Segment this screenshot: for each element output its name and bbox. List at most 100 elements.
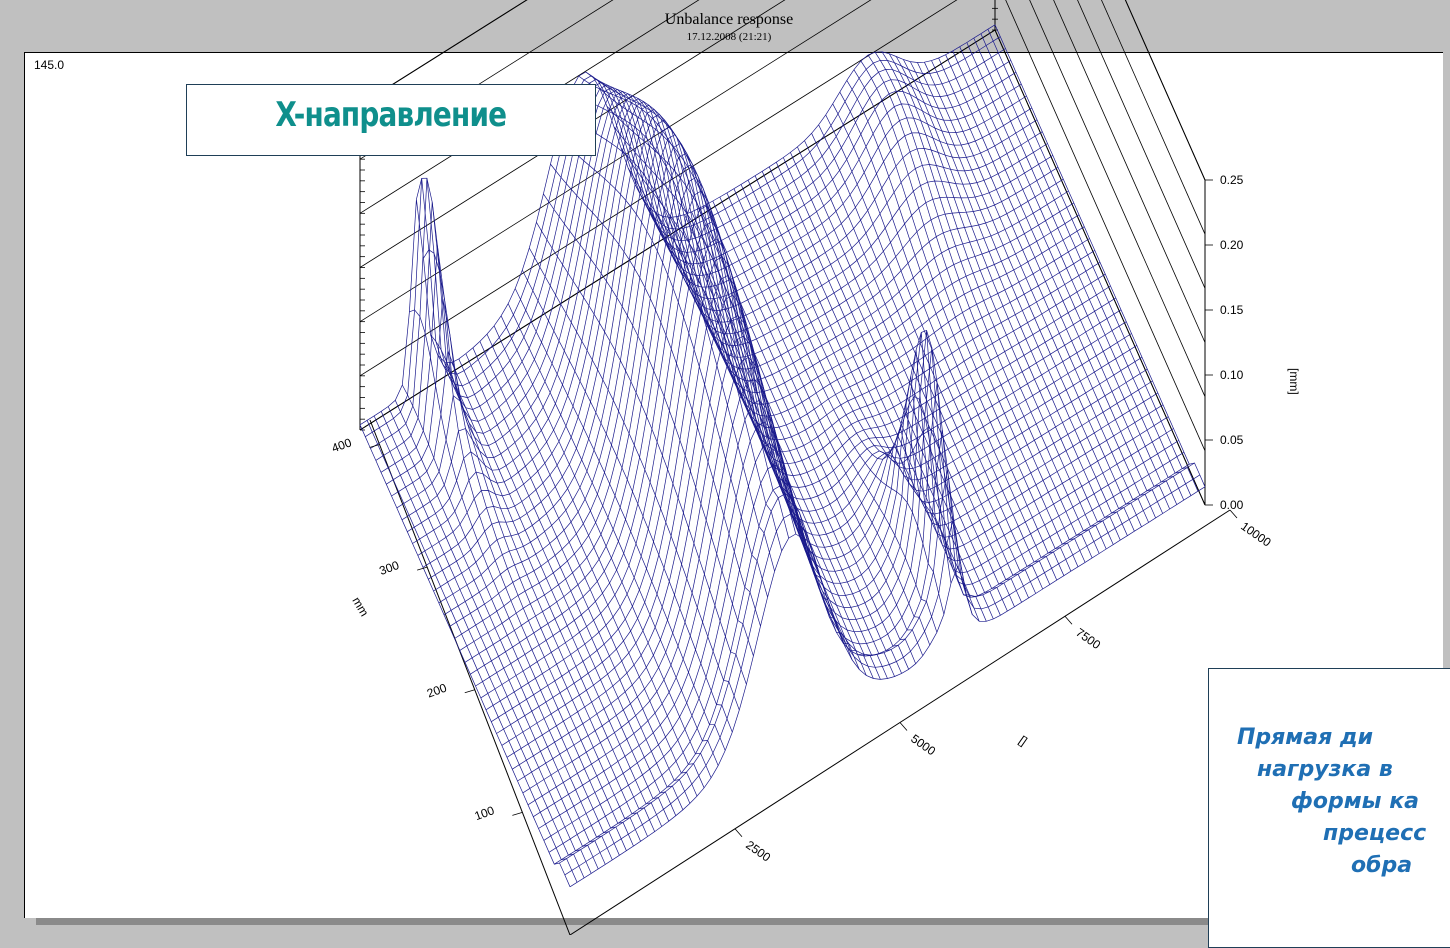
mesh-line-x — [444, 361, 656, 832]
wall-gridline — [994, 29, 1206, 506]
mesh-line-x — [698, 208, 910, 670]
mesh-line-x — [677, 216, 888, 679]
mesh-line-x — [528, 247, 740, 711]
mesh-line-x — [747, 179, 959, 566]
mesh-line-x — [437, 354, 648, 837]
mesh-line-x — [543, 193, 754, 657]
mesh-line-x — [775, 162, 987, 622]
mesh-line-x — [380, 411, 592, 874]
mesh-line-x — [846, 80, 1058, 581]
mesh-line-x — [451, 362, 663, 827]
corner-value: 145.0 — [34, 58, 65, 72]
mesh-line-x — [832, 103, 1044, 590]
mesh-line-x — [620, 147, 832, 611]
mesh-line-x — [401, 384, 613, 861]
depth-tick-label: 400 — [330, 435, 354, 455]
mesh-line-x — [416, 177, 627, 851]
mesh-line-x — [409, 309, 620, 856]
mesh-line-x — [909, 61, 1121, 541]
mesh-line-x — [500, 315, 712, 778]
mesh-line-x — [536, 222, 747, 685]
mesh-line-x — [790, 152, 1001, 616]
z-tick-label: 0.15 — [1220, 303, 1244, 317]
mesh-line-x — [754, 175, 966, 591]
mesh-line-x — [761, 171, 973, 615]
mesh-line-x — [938, 57, 1149, 523]
mesh-line-x — [782, 157, 994, 620]
mesh-line-x — [811, 133, 1022, 603]
wall-gridline — [359, 0, 958, 377]
z-tick-label: 0.10 — [1220, 368, 1244, 382]
mesh-line-x — [430, 334, 641, 842]
depth-tick-label: 100 — [473, 803, 497, 823]
x-tick-label: 10000 — [1238, 519, 1274, 550]
mesh-line-x — [479, 341, 691, 804]
mesh-line-x — [966, 42, 1178, 505]
x-axis-label: [] — [1016, 733, 1029, 748]
note-line-1: Прямая ди — [1237, 725, 1374, 750]
mesh-line-x — [867, 54, 1079, 567]
mesh-line-x — [627, 167, 839, 631]
x-tick-label: 5000 — [908, 731, 938, 758]
mesh-line-x — [705, 204, 917, 664]
mesh-line-x — [592, 76, 804, 539]
mesh-line-x — [670, 217, 881, 680]
mesh-line-x — [564, 108, 775, 572]
wall-gridline — [1005, 0, 1206, 451]
note-line-5: обра — [1351, 853, 1413, 878]
mesh-line-x — [917, 62, 1128, 536]
mesh-line-x — [994, 24, 1206, 487]
mesh-line-x — [571, 88, 783, 551]
mesh-line-x — [648, 207, 860, 670]
wall-gridline — [1101, 0, 1206, 235]
mesh-line-x — [881, 51, 1093, 559]
z-tick-label: 0.25 — [1220, 173, 1244, 187]
mesh-line-x — [465, 353, 677, 816]
mesh-line-x — [472, 347, 684, 810]
mesh-line-x — [578, 75, 790, 539]
mesh-line-y — [433, 113, 1069, 592]
mesh-line-x — [980, 33, 1192, 496]
mesh-line-y — [501, 275, 1137, 746]
mesh-line-y — [559, 462, 1195, 864]
mesh-line-x — [726, 192, 938, 633]
mesh-line-x — [366, 420, 578, 883]
mesh-line-x — [860, 60, 1072, 572]
mesh-line-x — [359, 424, 571, 887]
mesh-line-x — [825, 114, 1037, 594]
mesh-line-x — [987, 29, 1199, 492]
z-tick-label: 0.20 — [1220, 238, 1244, 252]
mesh-line-x — [804, 140, 1015, 607]
wall-edge — [1124, 0, 1206, 181]
mesh-line-x — [550, 163, 761, 627]
mesh-line-x — [733, 188, 945, 615]
mesh-line-x — [634, 184, 846, 647]
mesh-line-x — [888, 53, 1100, 554]
wall-gridline — [1077, 0, 1206, 289]
mesh-line-x — [959, 46, 1171, 510]
mesh-line-x — [423, 249, 634, 847]
depth-tick — [417, 566, 428, 571]
depth-tick-label: 300 — [377, 558, 401, 578]
mesh-line-x — [712, 200, 924, 656]
note-line-3: формы ка — [1291, 789, 1420, 814]
mesh-line-y — [506, 294, 1143, 758]
depth-tick — [512, 811, 523, 816]
mesh-line-x — [895, 56, 1107, 550]
mesh-line-x — [931, 60, 1142, 527]
depth-axis-line — [369, 419, 571, 935]
mesh-line-x — [655, 213, 867, 676]
mesh-line-x — [691, 211, 902, 674]
mesh-line-x — [373, 415, 585, 879]
chart-date: 17.12.2008 (21:21) — [686, 31, 772, 43]
mesh-line-x — [394, 400, 606, 865]
wall-gridline — [359, 29, 996, 431]
mesh-line-x — [599, 88, 811, 551]
mesh-line-x — [387, 406, 599, 870]
surface-mesh — [359, 24, 1206, 888]
wall-gridline — [359, 0, 872, 323]
mesh-line-x — [521, 269, 733, 733]
plot-area — [24, 52, 1443, 918]
annotation-text: X-направление — [275, 95, 508, 135]
